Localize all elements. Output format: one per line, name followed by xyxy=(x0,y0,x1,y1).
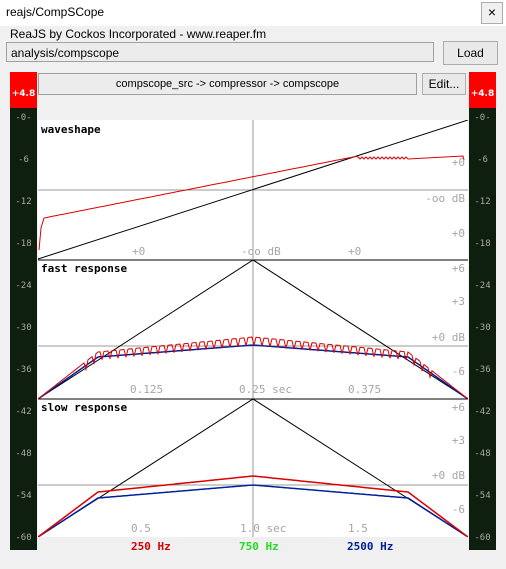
legend-250hz: 250 Hz xyxy=(131,540,171,553)
axis-label: -oo dB xyxy=(241,245,281,258)
title-bar: reajs/CompSCope × xyxy=(0,0,506,26)
axis-label: +0 dB xyxy=(431,469,465,482)
meter-tick: -30 xyxy=(15,323,32,333)
axis-label: +0 xyxy=(348,245,362,258)
meter-tick: -6 xyxy=(18,155,29,165)
axis-label: 0.125 xyxy=(130,383,164,396)
axis-label: 0.25 sec xyxy=(239,383,292,396)
axis-label: 0.5 xyxy=(131,522,151,535)
axis-label: +6 xyxy=(451,262,465,275)
legend-2500hz: 2500 Hz xyxy=(347,540,394,553)
axis-label: 1.0 sec xyxy=(240,522,287,535)
axis-label: 0.375 xyxy=(348,383,382,396)
waveshape-title: waveshape xyxy=(41,123,101,136)
axis-label: +0 xyxy=(451,227,465,240)
axis-label: +0 xyxy=(132,245,146,258)
meter-tick: -54 xyxy=(15,491,32,501)
meter-tick: -30 xyxy=(474,323,491,333)
peak-indicator-right[interactable]: +4.8 xyxy=(469,72,496,108)
meter-tick: -0- xyxy=(474,113,491,123)
meter-tick: -24 xyxy=(15,281,32,291)
meter-bar-right xyxy=(469,108,496,550)
axis-label: +0 xyxy=(451,156,465,169)
meter-tick: -54 xyxy=(474,491,491,501)
meter-tick: -12 xyxy=(474,197,491,207)
axis-label: -6 xyxy=(451,365,465,378)
meter-tick: -60 xyxy=(15,533,32,543)
meter-tick: -24 xyxy=(474,281,491,291)
script-path-field[interactable]: analysis/compscope xyxy=(6,42,434,62)
edit-button[interactable]: Edit... xyxy=(422,73,466,95)
meter-tick: -42 xyxy=(474,407,491,417)
meter-tick: -12 xyxy=(15,197,32,207)
meter-tick: -6 xyxy=(477,155,488,165)
meter-tick: -36 xyxy=(15,365,32,375)
axis-label: +6 xyxy=(451,401,465,414)
axis-label: +3 xyxy=(451,295,465,308)
meter-tick: -42 xyxy=(15,407,32,417)
legend-750hz: 750 Hz xyxy=(239,540,279,553)
input-level-meter: +4.8 -0- -6 -12 -18 -24 -30 -36 -42 -48 … xyxy=(10,72,37,550)
slow-curve-250hz xyxy=(38,475,468,537)
meter-tick: -0- xyxy=(15,113,32,123)
waveshape-identity-line xyxy=(38,120,468,260)
routing-display: compscope_src -> compressor -> compscope xyxy=(38,73,417,95)
waveshape-curve xyxy=(38,155,465,251)
meter-tick: -36 xyxy=(474,365,491,375)
credits-text: ReaJS by Cockos Incorporated - www.reape… xyxy=(10,27,267,41)
meter-tick: -60 xyxy=(474,533,491,543)
meter-tick: -18 xyxy=(15,239,32,249)
axis-label: +0 dB xyxy=(431,331,465,344)
meter-bar-left xyxy=(10,108,37,550)
output-level-meter: +4.8 -0- -6 -12 -18 -24 -30 -36 -42 -48 … xyxy=(469,72,496,550)
axis-label: +3 xyxy=(451,434,465,447)
fast-response-title: fast response xyxy=(41,262,128,275)
window-title: reajs/CompSCope xyxy=(6,5,105,19)
close-button[interactable]: × xyxy=(481,2,503,24)
peak-indicator-left[interactable]: +4.8 xyxy=(10,72,37,108)
meter-tick: -48 xyxy=(15,449,32,459)
axis-label: -6 xyxy=(451,503,465,516)
compscope-display: waveshape fast response slow response +0… xyxy=(38,120,468,537)
meter-tick: -48 xyxy=(474,449,491,459)
load-button[interactable]: Load xyxy=(443,41,498,65)
meter-tick: -18 xyxy=(474,239,491,249)
fast-curve-250hz xyxy=(38,336,468,400)
axis-label: 1.5 xyxy=(348,522,368,535)
scope-graphics xyxy=(38,120,468,537)
axis-label: -oo dB xyxy=(425,192,465,205)
slow-curve-2500hz xyxy=(38,484,468,537)
slow-response-title: slow response xyxy=(41,401,128,414)
